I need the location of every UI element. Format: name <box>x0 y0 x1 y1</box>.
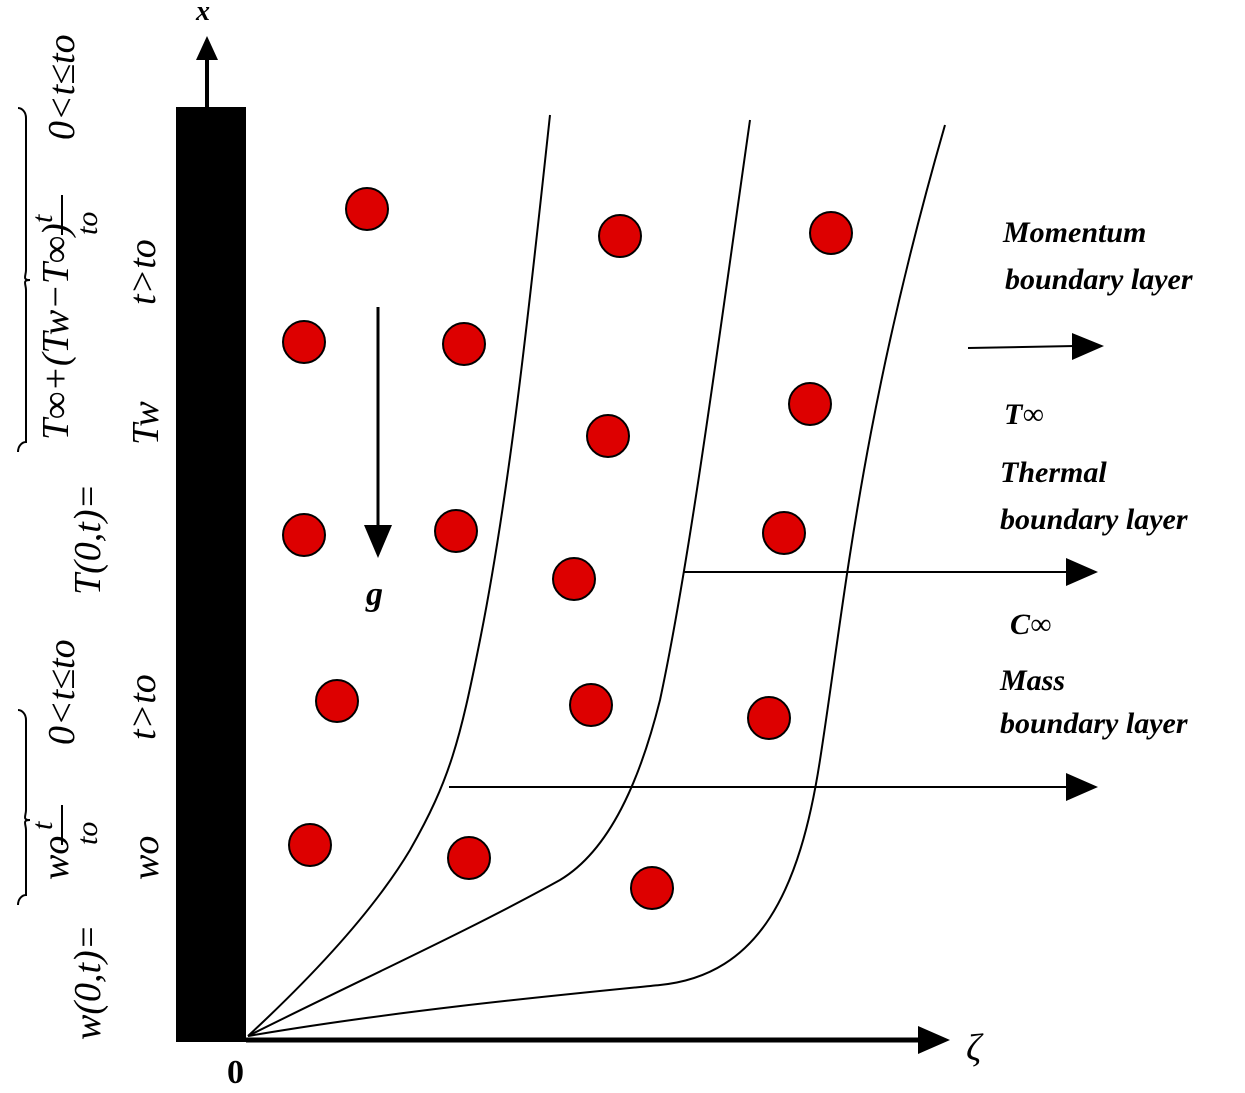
x-axis-arrowhead <box>196 36 218 60</box>
momentum-arrowhead <box>1072 333 1104 360</box>
gravity-arrowhead <box>364 525 392 558</box>
gravity-label: g <box>365 576 383 613</box>
particle <box>762 511 806 555</box>
mass-label-line2: boundary layer <box>1000 707 1188 740</box>
temperature-bc-case1-cond: 0<t≤to <box>41 34 83 140</box>
particle <box>434 509 478 553</box>
velocity-bc-case2: wo <box>125 836 167 880</box>
particle <box>315 679 359 723</box>
particle <box>288 823 332 867</box>
x-axis-label: x <box>195 0 210 27</box>
particle <box>552 557 596 601</box>
particle <box>809 211 853 255</box>
velocity-bc-case1-frac-den: to <box>71 822 104 845</box>
zeta-axis-arrowhead <box>918 1026 950 1054</box>
temperature-bc-case2: Tw <box>125 401 167 445</box>
momentum-arrow <box>967 345 1076 349</box>
temperature-bc-case1: T∞+(Tw−T∞) <box>35 223 77 440</box>
temperature-brace <box>17 107 31 453</box>
temperature-bc-lhs: T(0,t)= <box>67 484 109 595</box>
thermal-label-line1: Thermal <box>1000 456 1107 489</box>
origin-label: 0 <box>227 1054 244 1091</box>
boundary-conditions: T(0,t)= T∞+(Tw−T∞) t to 0<t≤to Tw t>to w… <box>26 34 167 1040</box>
t-infinity-label: T∞ <box>1004 398 1044 431</box>
velocity-bc-lhs: w(0,t)= <box>67 925 109 1040</box>
zeta-axis-label: ζ <box>966 1027 984 1069</box>
temperature-bc-case2-cond: t>to <box>122 239 164 305</box>
particle <box>282 513 326 557</box>
temperature-bc-case1-frac-num: t <box>26 214 59 223</box>
thermal-arrowhead <box>1066 558 1098 586</box>
particle <box>569 683 613 727</box>
particle <box>586 414 630 458</box>
temperature-bc-case1-frac-den: to <box>71 212 104 235</box>
thermal-label-line2: boundary layer <box>1000 503 1188 536</box>
particle <box>447 836 491 880</box>
velocity-bc-case1-frac-num: t <box>26 821 59 830</box>
c-infinity-label: C∞ <box>1010 608 1051 641</box>
velocity-brace <box>17 709 31 906</box>
particle <box>598 214 642 258</box>
mass-label-line1: Mass <box>999 664 1065 697</box>
thermal-boundary-curve <box>247 119 751 1037</box>
mass-boundary-curve <box>247 114 551 1037</box>
momentum-label-line2: boundary layer <box>1005 263 1193 296</box>
particle <box>747 696 791 740</box>
momentum-label-line1: Momentum <box>1002 216 1146 249</box>
velocity-bc-case1-cond: 0<t≤to <box>41 639 83 745</box>
particle <box>630 866 674 910</box>
particle <box>282 320 326 364</box>
momentum-boundary-curve <box>247 124 946 1037</box>
vertical-plate <box>176 107 246 1042</box>
velocity-bc-case1: wo <box>35 836 77 880</box>
mass-arrowhead <box>1066 773 1098 801</box>
velocity-bc-case2-cond: t>to <box>122 674 164 740</box>
particles <box>282 187 853 910</box>
particle <box>442 322 486 366</box>
particle <box>345 187 389 231</box>
particle <box>788 382 832 426</box>
